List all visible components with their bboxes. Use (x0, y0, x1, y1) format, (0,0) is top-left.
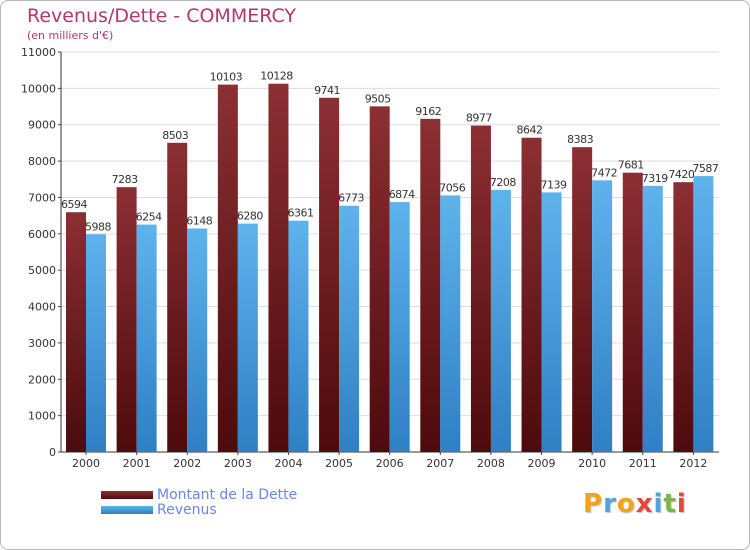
logo-letter: o (616, 489, 636, 519)
data-label-revenus-2001: 6254 (136, 211, 162, 224)
bar-revenus-2000 (86, 234, 106, 452)
bar-debt-2011 (622, 172, 643, 452)
bar-debt-2010 (572, 147, 593, 452)
bar-debt-2006 (369, 106, 390, 452)
data-label-debt-2004: 10128 (260, 70, 293, 83)
y-tick-label: 8000 (28, 155, 56, 168)
x-tick-label: 2012 (679, 457, 707, 470)
data-label-debt-2002: 8503 (162, 129, 188, 142)
y-tick-label: 1000 (28, 410, 56, 423)
bar-debt-2005 (319, 97, 340, 453)
chart-subtitle: (en milliers d'€) (27, 29, 114, 42)
data-label-debt-2000: 6594 (61, 198, 87, 211)
data-label-debt-2010: 8383 (567, 133, 593, 146)
y-tick-label: 2000 (28, 373, 56, 386)
y-tick-label: 4000 (28, 301, 56, 314)
data-label-revenus-2008: 7208 (490, 176, 516, 189)
x-tick-label: 2004 (274, 457, 302, 470)
bar-debt-2003 (217, 84, 238, 453)
bar-revenus-2005 (339, 205, 360, 452)
bar-revenus-2002 (187, 228, 208, 452)
bar-revenus-2009 (541, 192, 562, 452)
bar-revenus-2001 (136, 224, 157, 452)
legend: Montant de la Dette Revenus (101, 486, 298, 518)
logo-letter: P (583, 489, 604, 519)
data-label-revenus-2004: 6361 (287, 207, 313, 220)
x-tick-label: 2009 (528, 457, 556, 470)
data-label-revenus-2005: 6773 (338, 192, 364, 205)
x-tick-label: 2000 (72, 457, 100, 470)
bar-revenus-2003 (237, 223, 258, 452)
legend-label-revenus: Revenus (157, 501, 217, 518)
bar-revenus-2004 (288, 220, 309, 452)
proxiti-logo: Proxiti (583, 489, 687, 519)
x-tick-label: 2002 (173, 457, 201, 470)
data-label-debt-2012: 7420 (668, 168, 694, 181)
x-tick-label: 2005 (325, 457, 353, 470)
data-label-debt-2005: 9741 (314, 84, 340, 97)
data-labels: 6594 5988 7283 6254 8503 6148 10103 6280 10128 63… (61, 70, 719, 234)
data-label-revenus-2007: 7056 (439, 181, 465, 194)
bar-revenus-2008 (490, 189, 511, 452)
data-label-revenus-2003: 6280 (237, 210, 263, 223)
y-tick-label: 0 (49, 446, 56, 459)
legend-swatch-revenus (101, 505, 153, 514)
bar-revenus-2012 (693, 176, 714, 453)
x-tick-label: 2008 (477, 457, 505, 470)
x-tick-label: 2006 (376, 457, 404, 470)
logo-letter: x (635, 489, 654, 519)
y-tick-label: 5000 (28, 264, 56, 277)
y-tick-label: 11000 (21, 46, 56, 59)
bar-debt-2001 (116, 187, 137, 452)
bar-debt-2004 (268, 83, 289, 452)
logo-letter: i (676, 489, 687, 519)
data-label-revenus-2000: 5988 (85, 220, 111, 233)
data-label-revenus-2009: 7139 (541, 178, 567, 191)
legend-item-debt: Montant de la Dette (101, 486, 298, 503)
x-tick-label: 2011 (629, 457, 657, 470)
data-label-debt-2008: 8977 (466, 112, 492, 125)
legend-item-revenus: Revenus (101, 501, 297, 518)
y-tick-label: 6000 (28, 228, 56, 241)
data-label-revenus-2010: 7472 (591, 166, 617, 179)
data-label-revenus-2012: 7587 (692, 162, 718, 175)
x-tick-label: 2010 (578, 457, 606, 470)
logo-letter: r (603, 489, 617, 519)
data-label-debt-2003: 10103 (210, 71, 243, 84)
bar-debt-2008 (470, 125, 491, 453)
chart-title: Revenus/Dette - COMMERCY (27, 5, 297, 27)
legend-swatch-debt (101, 490, 153, 499)
x-tick-label: 2001 (123, 457, 151, 470)
y-tick-label: 10000 (21, 82, 56, 95)
data-label-revenus-2006: 6874 (389, 188, 415, 201)
bar-debt-2007 (420, 118, 441, 452)
bar-debt-2000 (66, 212, 86, 452)
logo-letter: i (653, 489, 664, 519)
data-label-debt-2001: 7283 (112, 173, 138, 186)
data-label-debt-2009: 8642 (517, 124, 543, 137)
x-tick-label: 2007 (426, 457, 454, 470)
data-label-debt-2011: 7681 (618, 159, 644, 172)
x-tick-label: 2003 (224, 457, 252, 470)
bar-debt-2012 (673, 182, 694, 452)
bars (66, 83, 714, 453)
bar-debt-2002 (167, 142, 188, 453)
legend-label-debt: Montant de la Dette (157, 486, 298, 503)
bar-debt-2009 (521, 137, 542, 452)
data-label-revenus-2011: 7319 (642, 172, 668, 185)
y-tick-label: 3000 (28, 337, 56, 350)
y-tick-label: 9000 (28, 119, 56, 132)
y-tick-label: 7000 (28, 191, 56, 204)
bar-revenus-2010 (592, 180, 613, 453)
data-label-debt-2007: 9162 (415, 105, 441, 118)
data-label-debt-2006: 9505 (365, 92, 391, 105)
logo-letter: t (663, 489, 677, 519)
bar-revenus-2011 (642, 185, 663, 452)
bar-revenus-2006 (389, 202, 410, 452)
data-label-revenus-2002: 6148 (186, 214, 212, 227)
bar-revenus-2007 (440, 195, 461, 452)
